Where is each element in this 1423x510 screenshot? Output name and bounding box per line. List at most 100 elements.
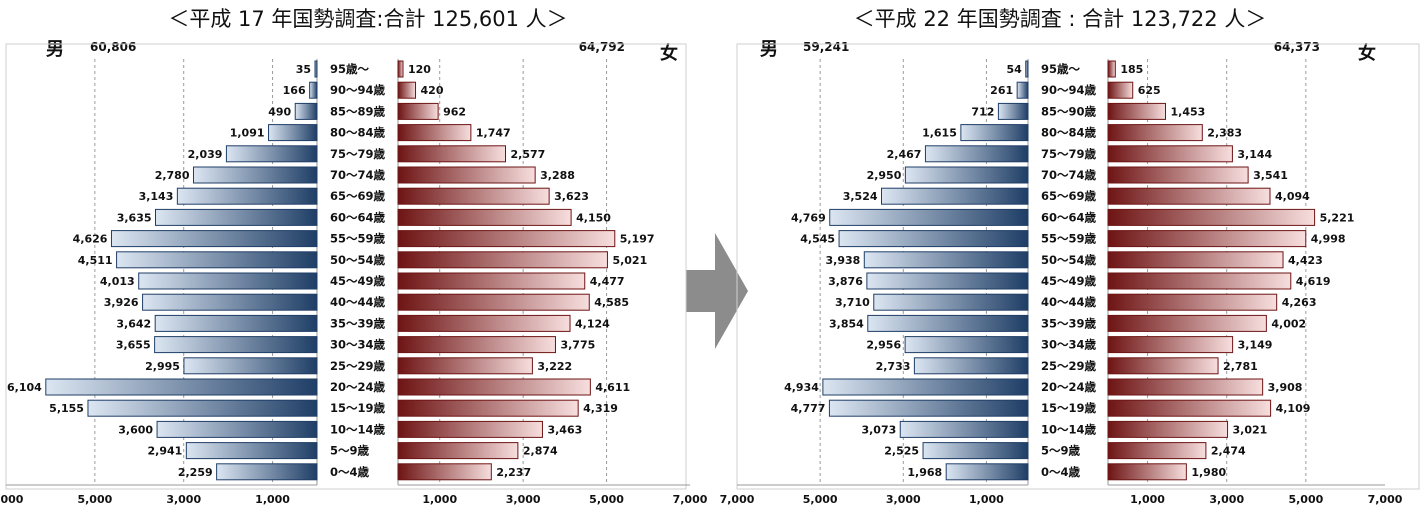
male-bar [138, 272, 318, 290]
male-value-label: 3,710 [835, 296, 870, 309]
arrow-right-icon [686, 233, 748, 349]
female-value-label: 3,908 [1268, 381, 1303, 394]
male-value-label: 3,600 [118, 423, 153, 436]
female-bar [397, 102, 439, 120]
female-value-label: 3,288 [540, 169, 575, 182]
male-total: 60,806 [90, 40, 136, 54]
male-bar [225, 145, 318, 163]
male-value-label: 3,143 [139, 190, 174, 203]
female-value-label: 5,197 [620, 233, 655, 246]
male-value-label: 5,155 [49, 402, 84, 415]
male-bar [904, 166, 1029, 184]
male-value-label: 3,642 [116, 317, 151, 330]
female-value-label: 2,781 [1223, 360, 1258, 373]
female-value-label: 962 [443, 105, 466, 118]
male-bar [154, 314, 318, 332]
female-value-label: 3,149 [1238, 339, 1273, 352]
female-value-label: 4,124 [575, 317, 610, 330]
male-bar [45, 378, 318, 396]
female-total: 64,373 [1274, 40, 1320, 54]
age-group-label: 20～24歳 [330, 380, 386, 394]
female-bar [397, 208, 572, 226]
x-tick-label-male: 5,000 [77, 493, 112, 506]
female-value-label: 4,998 [1311, 233, 1346, 246]
male-value-label: 35 [296, 63, 311, 76]
female-bar [1107, 463, 1187, 481]
plot-frame [5, 43, 687, 490]
male-value-label: 1,091 [230, 127, 265, 140]
female-bar [1107, 124, 1203, 142]
female-value-label: 3,021 [1233, 423, 1268, 436]
male-value-label: 4,626 [73, 233, 108, 246]
male-bar [913, 357, 1029, 375]
x-tick-label-male: 7,000 [0, 493, 24, 506]
x-tick-label-female: 5,000 [1288, 493, 1323, 506]
plot-frame [736, 43, 1420, 490]
x-tick-label-female: 3,000 [506, 493, 541, 506]
male-value-label: 4,013 [100, 275, 135, 288]
age-group-label: 80～84歳 [330, 126, 386, 140]
male-label: 男 [760, 39, 778, 60]
male-bar [154, 336, 318, 354]
female-bar [1107, 420, 1229, 438]
female-value-label: 625 [1138, 84, 1161, 97]
male-value-label: 3,524 [843, 190, 878, 203]
female-value-label: 5,221 [1320, 211, 1355, 224]
male-value-label: 3,073 [861, 423, 896, 436]
male-bar [866, 272, 1029, 290]
age-group-label: 90～94歳 [1041, 83, 1097, 97]
female-bar [397, 166, 536, 184]
female-bar [1107, 251, 1284, 269]
male-value-label: 2,259 [178, 466, 213, 479]
male-value-label: 2,995 [145, 360, 180, 373]
x-tick-label-male: 1,000 [255, 493, 290, 506]
age-group-label: 25～29歳 [1041, 359, 1097, 373]
pyramid-chart-h17: ＜平成 17 年国勢調査:合計 125,601 人＞ 男 60,806 64,7… [0, 7, 708, 506]
male-bar [881, 187, 1029, 205]
female-bar [397, 463, 492, 481]
female-bar [1107, 272, 1292, 290]
age-group-label: 15～19歳 [330, 401, 386, 415]
female-value-label: 2,474 [1211, 445, 1246, 458]
age-group-label: 50～54歳 [330, 253, 386, 267]
female-value-label: 3,222 [537, 360, 572, 373]
age-group-label: 65～69歳 [330, 189, 386, 203]
female-bar [1107, 293, 1278, 311]
female-bar [397, 293, 590, 311]
female-bar [397, 378, 591, 396]
male-bar [87, 399, 318, 417]
male-value-label: 4,777 [791, 402, 826, 415]
age-group-label: 50～54歳 [1041, 253, 1097, 267]
male-bar [176, 187, 318, 205]
female-bar [397, 399, 579, 417]
male-value-label: 6,104 [7, 381, 42, 394]
female-bar [1107, 336, 1234, 354]
age-group-label: 0～4歳 [1041, 465, 1081, 479]
female-value-label: 4,002 [1271, 317, 1306, 330]
x-tick-label-female: 1,000 [422, 493, 457, 506]
female-label: 女 [1358, 42, 1376, 64]
female-value-label: 2,577 [510, 148, 545, 161]
female-bar [1107, 145, 1233, 163]
male-bar [838, 230, 1029, 248]
male-bar [945, 463, 1029, 481]
male-bar [216, 463, 318, 481]
male-bar [268, 124, 318, 142]
age-group-label: 0～4歳 [330, 465, 370, 479]
female-bar [397, 230, 616, 248]
male-value-label: 3,854 [829, 317, 864, 330]
female-label: 女 [660, 42, 678, 64]
x-tick-label-female: 7,000 [1368, 493, 1403, 506]
male-bar [924, 145, 1029, 163]
male-bar [863, 251, 1029, 269]
x-tick-label-male: 3,000 [886, 493, 921, 506]
x-tick-label-male: 7,000 [720, 493, 755, 506]
female-bar [1107, 230, 1307, 248]
male-value-label: 490 [268, 105, 291, 118]
female-bar [1107, 208, 1316, 226]
age-group-label: 60～64歳 [1041, 210, 1097, 224]
pyramid-chart-h22: ＜平成 22 年国勢調査 : 合計 123,722 人＞ 男 59,241 64… [720, 7, 1420, 506]
female-bar [1107, 442, 1207, 460]
age-group-label: 25～29歳 [330, 359, 386, 373]
